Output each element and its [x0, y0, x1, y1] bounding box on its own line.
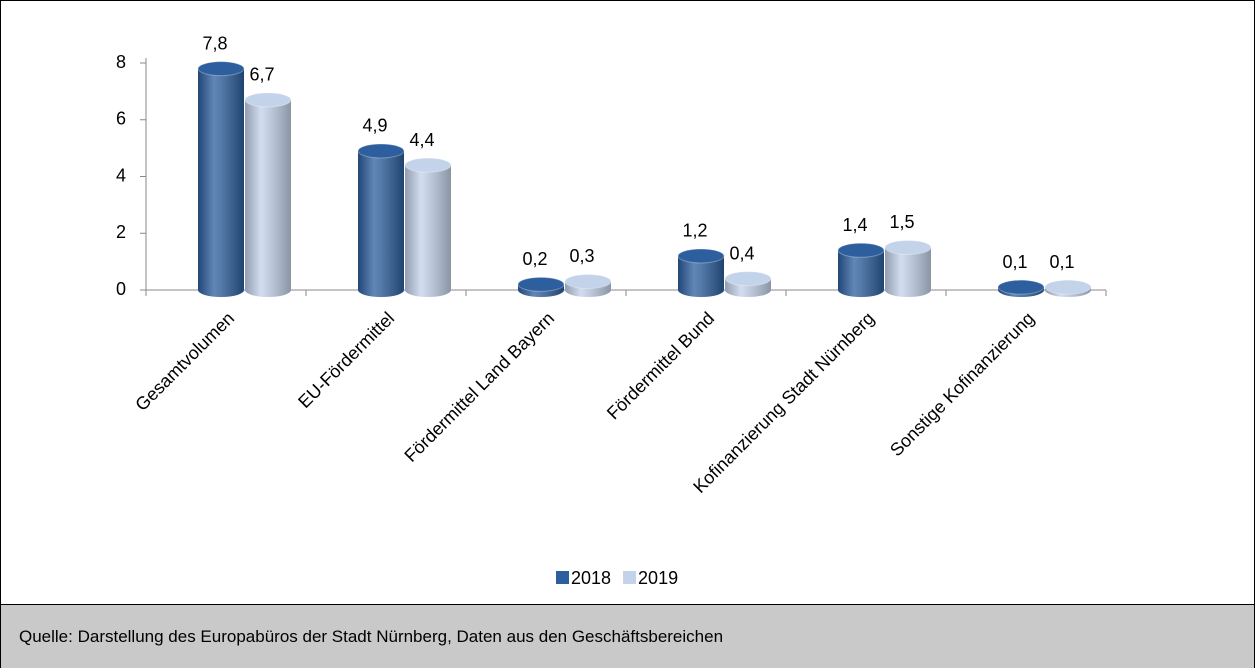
data-label: 0,4: [729, 243, 754, 263]
cylinder-top: [997, 279, 1045, 295]
cylinder-bottom-shade: [405, 283, 451, 297]
x-tick-label: Gesamtvolumen: [131, 308, 238, 415]
data-label: 4,9: [362, 116, 387, 136]
cylinder-bottom-shade: [838, 283, 884, 297]
data-label: 6,7: [249, 65, 274, 85]
x-tick-label: Sonstige Kofinanzierung: [886, 308, 1038, 460]
y-tick-label: 6: [116, 109, 126, 129]
x-tick-label: Fördermittel Bund: [603, 308, 718, 423]
cylinder-top: [724, 271, 772, 287]
legend-label: 2018: [571, 568, 611, 588]
cylinder-shade: [358, 150, 404, 290]
cylinder-top: [517, 276, 565, 292]
data-label: 0,3: [569, 246, 594, 266]
y-tick-label: 8: [116, 52, 126, 72]
data-label: 1,4: [842, 215, 867, 235]
legend-swatch: [623, 571, 637, 584]
data-label: 7,8: [202, 33, 227, 53]
y-tick-label: 2: [116, 222, 126, 242]
cylinder-top: [564, 273, 612, 289]
x-tick-label: Fördermittel Land Bayern: [400, 308, 558, 466]
data-label: 0,2: [522, 249, 547, 269]
x-tick-label: EU-Fördermittel: [294, 308, 398, 412]
footer: Quelle: Darstellung des Europabüros der …: [1, 604, 1254, 668]
cylinder-shade: [198, 68, 244, 290]
cylinder-shade: [885, 247, 931, 290]
cylinder-bottom-shade: [358, 283, 404, 297]
x-tick-label: Kofinanzierung Stadt Nürnberg: [689, 308, 878, 497]
source-note: Quelle: Darstellung des Europabüros der …: [19, 627, 724, 646]
cylinder-shade: [405, 165, 451, 290]
cylinder-top: [244, 92, 292, 108]
legend-swatch: [556, 571, 569, 584]
chart: 0 2 4 6 8 Gesamtvolumen 7,8 6,7 EU-Fördermittel 4…: [116, 33, 1107, 588]
cylinder-bottom-shade: [678, 283, 724, 297]
cylinder-bottom-shade: [885, 283, 931, 297]
y-tick-label: 4: [116, 165, 126, 185]
cylinder-top: [884, 239, 932, 255]
cylinder-bottom-shade: [245, 283, 291, 297]
y-tick-label: 0: [116, 279, 126, 299]
data-label: 1,5: [889, 212, 914, 232]
cylinder-shade: [245, 99, 291, 290]
cylinder-bottom-shade: [198, 283, 244, 297]
cylinder-top: [197, 61, 245, 77]
cylinder-top: [837, 242, 885, 258]
cylinder-top: [677, 248, 725, 264]
data-label: 0,1: [1049, 252, 1074, 272]
cylinder-top: [1044, 279, 1092, 295]
cylinder-top: [404, 157, 452, 173]
legend-label: 2019: [638, 568, 678, 588]
cylinder-bottom-shade: [725, 283, 771, 297]
cylinder-top: [357, 143, 405, 159]
data-label: 1,2: [682, 221, 707, 241]
data-label: 4,4: [409, 130, 434, 150]
data-label: 0,1: [1002, 252, 1027, 272]
